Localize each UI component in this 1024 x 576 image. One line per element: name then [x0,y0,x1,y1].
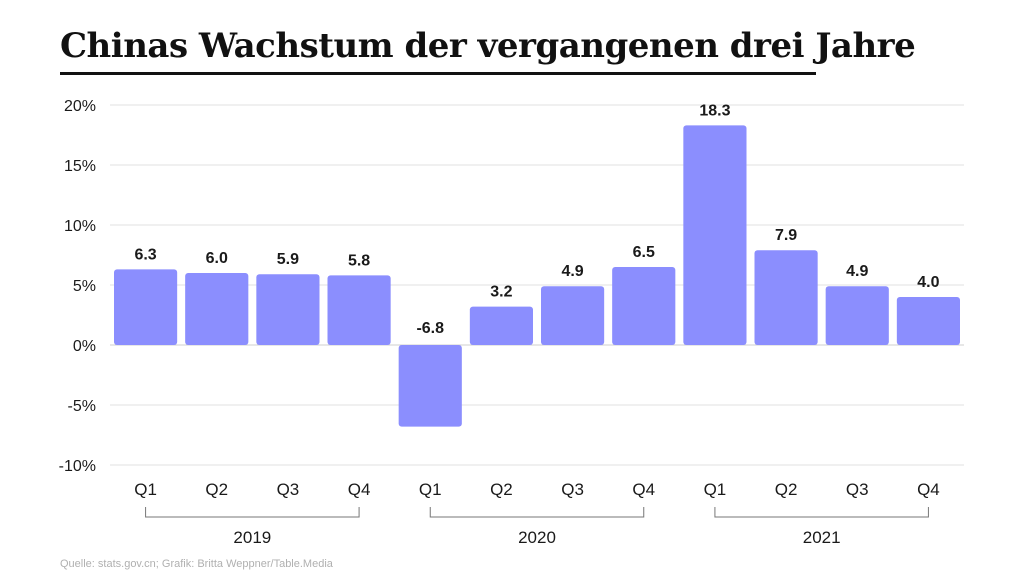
x-tick-label: Q3 [561,480,584,499]
x-tick-label: Q1 [704,480,727,499]
data-label: -6.8 [416,320,444,337]
data-label: 18.3 [699,102,730,119]
x-tick-label: Q2 [775,480,798,499]
x-tick-label: Q2 [490,480,513,499]
bar [541,286,605,345]
x-tick-label: Q1 [134,480,157,499]
bar [896,297,960,345]
data-label: 3.2 [490,284,512,301]
year-label: 2020 [518,528,556,547]
x-tick-label: Q4 [632,480,655,499]
x-tick-label: Q3 [277,480,300,499]
y-tick-label: 15% [64,158,96,175]
data-label: 5.9 [277,251,299,268]
x-tick-label: Q1 [419,480,442,499]
data-label: 6.0 [206,250,228,267]
year-bracket [429,507,645,518]
year-label: 2019 [233,528,271,547]
bar [114,269,178,345]
data-label: 6.5 [633,244,655,261]
x-tick-label: Q4 [917,480,940,499]
bar [327,275,391,345]
bar [754,250,818,345]
y-tick-label: 5% [73,278,96,295]
chart-title: Chinas Wachstum der vergangenen drei Jah… [60,26,916,66]
title-underline [60,72,816,75]
data-label: 4.9 [846,263,868,280]
bar [825,286,889,345]
x-tick-label: Q3 [846,480,869,499]
x-tick-label: Q2 [205,480,228,499]
bar [185,273,249,345]
bar [612,267,676,345]
bar [469,306,533,345]
data-label: 7.9 [775,227,797,244]
data-label: 5.8 [348,252,370,269]
data-label: 6.3 [134,246,156,263]
bar [683,125,747,346]
y-tick-label: 0% [73,338,96,355]
year-bracket [145,507,360,518]
y-tick-label: -5% [68,398,96,415]
x-tick-label: Q4 [348,480,371,499]
bar [398,345,462,427]
y-tick-label: 20% [64,98,96,115]
data-label: 4.9 [561,263,583,280]
bar [256,274,320,345]
data-label: 4.0 [917,274,939,291]
y-tick-label: 10% [64,218,96,235]
source-note: Quelle: stats.gov.cn; Grafik: Britta Wep… [60,558,333,570]
y-tick-label: -10% [59,458,96,475]
year-label: 2021 [803,528,841,547]
year-bracket [714,507,929,518]
